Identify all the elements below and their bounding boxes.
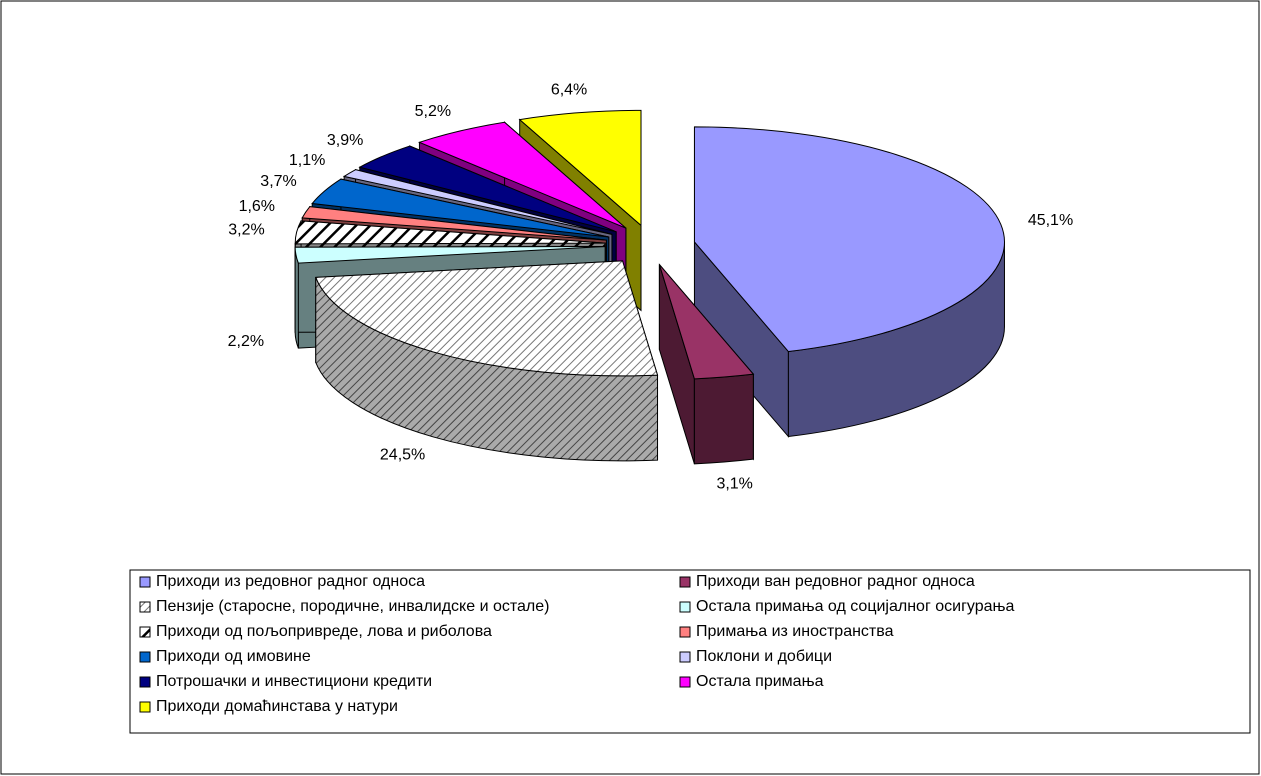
slice-top	[342, 169, 613, 235]
legend-swatch	[139, 626, 151, 638]
legend-label: Приходи ван редовног радног односа	[696, 573, 975, 590]
legend-swatch	[139, 676, 151, 688]
slice-top	[301, 206, 607, 241]
slice	[693, 126, 1005, 438]
slice-top	[294, 246, 606, 264]
slice-side	[693, 373, 754, 465]
slice-top	[294, 220, 606, 245]
legend-label: Пензије (старосне, породичне, инвалидске…	[156, 598, 549, 615]
legend-swatch	[679, 576, 691, 588]
data-label: 3,1%	[716, 476, 752, 493]
slice-top	[518, 109, 642, 227]
legend-label: Приходи из редовног радног односа	[156, 573, 425, 590]
slice	[315, 260, 659, 462]
legend-swatch	[679, 676, 691, 688]
slice-top	[311, 178, 609, 238]
legend-swatch	[679, 626, 691, 638]
data-label: 3,2%	[228, 221, 264, 238]
data-label: 2,2%	[228, 333, 264, 350]
legend-label: Остала примања	[696, 673, 824, 690]
data-label: 3,7%	[260, 173, 296, 190]
legend-swatch	[679, 651, 691, 663]
data-label: 1,1%	[289, 152, 325, 169]
legend-label: Потрошачки и инвестициони кредити	[156, 673, 432, 690]
legend-label: Приходи од пољопривреде, лова и риболова	[156, 623, 492, 640]
legend-swatch	[139, 701, 151, 713]
slice-top	[358, 145, 617, 233]
legend-swatch	[139, 601, 151, 613]
slice	[658, 263, 755, 465]
legend-swatch	[679, 601, 691, 613]
data-label: 3,9%	[327, 132, 363, 149]
data-label: 1,6%	[239, 198, 275, 215]
legend-label: Примања из иностранства	[696, 623, 894, 640]
data-label: 6,4%	[551, 81, 587, 98]
slice-top	[417, 121, 627, 229]
data-label: 24,5%	[380, 446, 425, 463]
legend-swatch	[139, 576, 151, 588]
legend-label: Приходи од имовине	[156, 648, 311, 665]
legend-label: Остала примања од социјалног осигурања	[696, 598, 1015, 615]
slice-top	[693, 126, 1005, 353]
legend-label: Поклони и добици	[696, 648, 832, 665]
legend-label: Приходи домаћинстава у натури	[156, 698, 398, 715]
data-label: 5,2%	[415, 103, 451, 120]
legend-swatch	[139, 651, 151, 663]
slice-top	[658, 264, 755, 380]
slice-top	[315, 260, 659, 377]
data-label: 45,1%	[1028, 212, 1073, 229]
